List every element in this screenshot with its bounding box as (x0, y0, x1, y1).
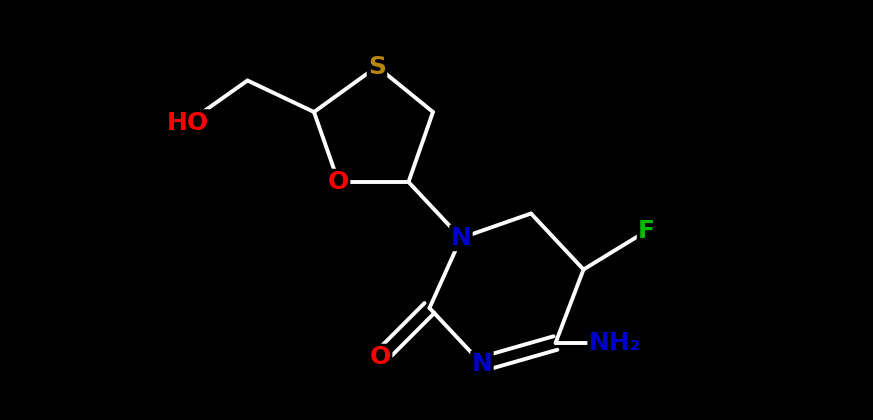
Text: O: O (328, 170, 349, 194)
Text: S: S (368, 55, 386, 79)
Text: N: N (471, 352, 492, 376)
Text: O: O (370, 345, 391, 369)
Text: NH₂: NH₂ (588, 331, 642, 355)
Text: F: F (638, 219, 655, 243)
Text: HO: HO (167, 110, 209, 134)
Text: N: N (450, 226, 471, 250)
